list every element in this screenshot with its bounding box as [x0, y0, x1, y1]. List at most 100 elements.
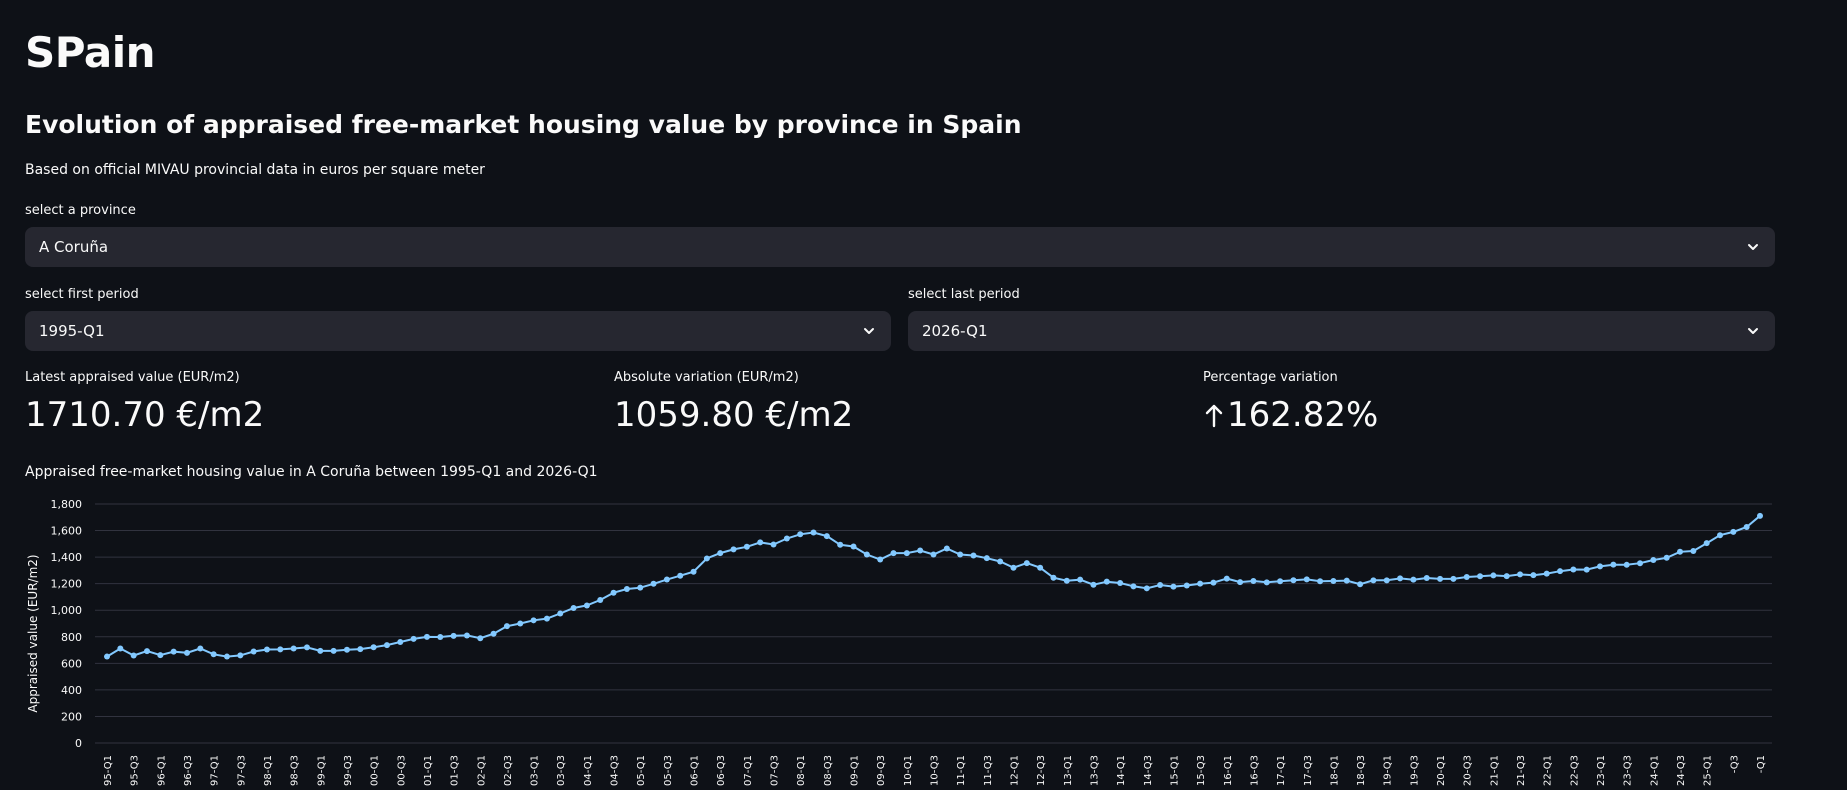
data-point — [1157, 581, 1164, 588]
province-select[interactable]: A Coruña — [25, 227, 1775, 267]
data-point — [850, 543, 857, 550]
data-point — [1277, 578, 1284, 585]
data-point — [890, 550, 897, 557]
data-point — [703, 555, 710, 562]
data-point — [1637, 560, 1644, 567]
x-tick-label: 02-Q1 — [476, 755, 487, 786]
data-point — [1530, 572, 1537, 579]
data-point — [290, 645, 297, 652]
line-chart[interactable]: 0 200 400 600 800 1,000 1,200 1,400 1,600 1,800 Ap… — [0, 490, 1847, 790]
x-tick-label: 11-Q3 — [983, 755, 994, 786]
data-point — [370, 644, 377, 651]
last-period-select[interactable]: 2026-Q1 — [908, 311, 1775, 351]
data-point — [1317, 578, 1324, 585]
data-point — [210, 651, 217, 658]
data-point — [263, 646, 270, 653]
x-tick-label: 00-Q3 — [396, 755, 407, 786]
y-tick-label: 600 — [61, 657, 82, 670]
data-point — [597, 596, 604, 603]
data-point — [557, 610, 564, 617]
x-tick-label: 03-Q1 — [530, 755, 541, 786]
data-point — [903, 550, 910, 557]
x-tick-label: 23-Q3 — [1623, 755, 1634, 786]
data-point — [983, 555, 990, 562]
x-tick-label: 22-Q3 — [1569, 755, 1580, 786]
data-point — [130, 652, 137, 659]
app-title: SPain — [25, 28, 156, 77]
x-tick-label: 09-Q1 — [850, 755, 861, 786]
data-point — [1463, 574, 1470, 581]
data-point — [1357, 581, 1364, 588]
data-point — [1050, 574, 1057, 581]
data-point — [410, 635, 417, 642]
data-point — [1557, 568, 1564, 575]
data-point — [863, 551, 870, 558]
metric-label-latest: Latest appraised value (EUR/m2) — [25, 370, 240, 385]
data-point — [1757, 512, 1763, 519]
chevron-down-icon — [1745, 323, 1761, 339]
data-point — [637, 584, 644, 591]
data-point — [157, 652, 164, 659]
x-tick-label: 03-Q3 — [556, 755, 567, 786]
data-point — [397, 638, 404, 645]
data-point — [690, 568, 697, 575]
chart-title: Appraised free-market housing value in A… — [25, 464, 598, 480]
section-subtitle: Based on official MIVAU provincial data … — [25, 162, 485, 178]
chevron-down-icon — [861, 323, 877, 339]
data-point — [463, 632, 470, 639]
first-period-select[interactable]: 1995-Q1 — [25, 311, 891, 351]
x-tick-label: 15-Q1 — [1169, 755, 1180, 786]
data-point — [530, 617, 537, 624]
data-point — [1503, 573, 1510, 580]
x-tick-label: 06-Q3 — [716, 755, 727, 786]
x-tick-label: -Q3 — [1729, 755, 1740, 773]
x-tick-label: 07-Q3 — [770, 755, 781, 786]
data-point — [1717, 532, 1724, 539]
data-point — [1370, 577, 1377, 584]
data-point — [437, 634, 444, 641]
data-point — [1570, 566, 1577, 573]
x-tick-label: 10-Q3 — [930, 755, 941, 786]
x-tick-label: 19-Q1 — [1383, 755, 1394, 786]
x-tick-label: 00-Q1 — [370, 755, 381, 786]
data-point — [1490, 572, 1497, 579]
data-point — [770, 541, 777, 548]
data-point — [1263, 579, 1270, 586]
data-point — [1383, 577, 1390, 584]
data-point — [917, 547, 924, 554]
x-tick-label: 99-Q1 — [316, 755, 327, 786]
x-tick-label: 15-Q3 — [1196, 755, 1207, 786]
metric-label-percentage: Percentage variation — [1203, 370, 1338, 385]
metric-value-absolute: 1059.80 €/m2 — [614, 395, 854, 435]
data-point — [757, 539, 764, 546]
data-point — [743, 543, 750, 550]
data-point — [1303, 576, 1310, 583]
last-period-select-label: select last period — [908, 287, 1020, 302]
data-point — [1650, 557, 1657, 564]
x-tick-label: 17-Q3 — [1303, 755, 1314, 786]
data-point — [930, 551, 937, 558]
metric-value-percentage: 162.82% — [1227, 395, 1379, 435]
data-point — [1237, 579, 1244, 586]
data-point — [1117, 580, 1124, 587]
x-tick-label: 02-Q3 — [503, 755, 514, 786]
data-point — [1517, 571, 1524, 578]
data-point — [1077, 576, 1084, 583]
x-tick-label: 99-Q3 — [343, 755, 354, 786]
y-tick-label: 0 — [75, 737, 82, 750]
data-point — [423, 633, 430, 640]
data-point — [1290, 577, 1297, 584]
x-tick-label: 97-Q1 — [210, 755, 221, 786]
data-point — [503, 623, 510, 630]
data-point — [970, 552, 977, 559]
x-tick-label: 10-Q1 — [903, 755, 914, 786]
x-tick-label: 13-Q3 — [1089, 755, 1100, 786]
arrow-up-icon — [1203, 400, 1225, 430]
x-tick-label: 21-Q3 — [1516, 755, 1527, 786]
x-tick-label: 13-Q1 — [1063, 755, 1074, 786]
x-tick-label: 22-Q1 — [1543, 755, 1554, 786]
first-period-select-label: select first period — [25, 287, 139, 302]
data-point — [303, 644, 310, 651]
data-point — [1623, 561, 1630, 568]
data-point — [1450, 575, 1457, 582]
